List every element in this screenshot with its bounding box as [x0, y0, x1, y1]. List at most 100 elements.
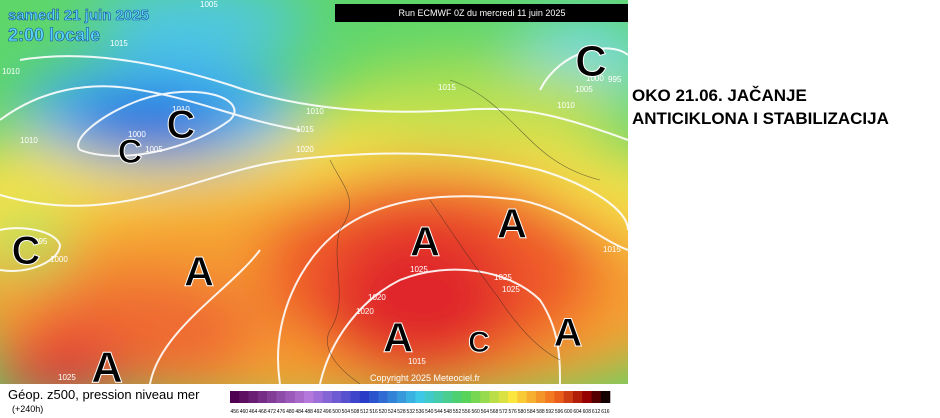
- isobar-label: 1010: [20, 136, 38, 145]
- scale-label: 456: [230, 409, 239, 415]
- scale-swatch: [498, 391, 509, 403]
- scale-label: 484: [295, 409, 304, 415]
- copyright: Copyright 2025 Meteociel.fr: [370, 373, 480, 383]
- color-scale: 456 460 464 468 472 476 480 484 488 492 496 500 504 5…: [230, 391, 611, 415]
- scale-swatch: [433, 391, 444, 403]
- scale-label: 540: [425, 409, 434, 415]
- isobar-label: 995: [608, 75, 622, 84]
- scale-label: 480: [286, 409, 295, 415]
- scale-label: 468: [258, 409, 267, 415]
- isobar-label: 1020: [368, 293, 386, 302]
- isobar-label: 1000: [128, 130, 146, 139]
- scale-label: 596: [555, 409, 564, 415]
- map-time: 2:00 locale: [8, 25, 100, 45]
- scale-swatch: [350, 391, 361, 403]
- scale-swatch: [508, 391, 518, 403]
- scale-label: 544: [434, 409, 443, 415]
- isobar-label: 1025: [494, 273, 512, 282]
- scale-label: 536: [416, 409, 425, 415]
- scale-label: 476: [277, 409, 286, 415]
- scale-swatch: [341, 391, 351, 403]
- scale-swatch: [387, 391, 398, 403]
- scale-label: 500: [332, 409, 341, 415]
- scale-label: 528: [397, 409, 406, 415]
- scale-swatch: [591, 391, 602, 403]
- scale-swatch: [396, 391, 407, 403]
- pressure-system: A: [410, 218, 440, 265]
- isobar-label: 1015: [110, 39, 128, 48]
- pressure-system: A: [383, 314, 413, 361]
- scale-label: 488: [305, 409, 314, 415]
- scale-swatch: [424, 391, 435, 403]
- scale-label: 564: [481, 409, 490, 415]
- caption-line: OKO 21.06. JAČANJE: [632, 86, 807, 105]
- scale-label: 460: [240, 409, 249, 415]
- scale-label: 608: [583, 409, 592, 415]
- isobar-label: 1025: [410, 265, 428, 274]
- scale-swatch: [554, 391, 564, 403]
- isobar-label: 1015: [408, 357, 426, 366]
- run-info: Run ECMWF 0Z du mercredi 11 juin 2025: [399, 8, 566, 18]
- scale-swatch: [600, 391, 611, 403]
- isobar-label: 1005: [575, 85, 593, 94]
- scale-swatch: [517, 391, 527, 403]
- scale-label: 604: [573, 409, 582, 415]
- scale-label: 584: [527, 409, 536, 415]
- isobar-label: 1005: [200, 0, 218, 9]
- isobar-label: 995: [34, 237, 48, 246]
- scale-swatch: [322, 391, 333, 403]
- scale-label: 508: [351, 409, 360, 415]
- isobar-label: 1000: [586, 74, 604, 83]
- scale-swatch: [563, 391, 574, 403]
- scale-label: 532: [407, 409, 416, 415]
- scale-swatch: [535, 391, 546, 403]
- pressure-system: C: [12, 229, 41, 273]
- isobar-labels: 1005101510101000100510101010101510201015…: [2, 0, 622, 382]
- scale-swatch: [545, 391, 555, 403]
- isobar-label: 1005: [145, 145, 163, 154]
- isobar-label: 1010: [2, 67, 20, 76]
- scale-swatch: [415, 391, 425, 403]
- isobar-label: 1010: [306, 107, 324, 116]
- scale-label: 520: [379, 409, 388, 415]
- scale-label: 568: [490, 409, 499, 415]
- scale-swatch: [276, 391, 286, 403]
- legend-title: Géop. z500, pression niveau mer: [8, 387, 200, 402]
- isobar-label: 1015: [438, 83, 456, 92]
- map: 1005101510101000100510101010101510201015…: [0, 0, 628, 392]
- scale-label: 560: [471, 409, 480, 415]
- pressure-system: C: [167, 103, 196, 147]
- caption-line: ANTICIKLONA I STABILIZACIJA: [632, 109, 889, 128]
- scale-swatch: [572, 391, 583, 403]
- scale-swatch: [313, 391, 323, 403]
- scale-swatch: [285, 391, 296, 403]
- scale-swatch: [369, 391, 379, 403]
- scale-swatch: [304, 391, 314, 403]
- pressure-system: C: [118, 133, 143, 171]
- isobar-label: 1015: [603, 245, 621, 254]
- isobar-label: 1010: [557, 101, 575, 110]
- pressure-system: C: [575, 37, 607, 86]
- scale-swatch: [582, 391, 592, 403]
- scale-swatch: [257, 391, 268, 403]
- scale-label: 552: [453, 409, 462, 415]
- scale-swatch: [461, 391, 472, 403]
- legend-lead: (+240h): [12, 404, 43, 414]
- isobar-label: 1010: [172, 105, 190, 114]
- pressure-system: A: [184, 248, 214, 295]
- pressure-system: A: [91, 343, 123, 392]
- isobar-label: 1020: [296, 145, 314, 154]
- scale-swatch: [267, 391, 277, 403]
- scale-label: 572: [499, 409, 508, 415]
- scale-swatch: [294, 391, 305, 403]
- scale-swatch: [359, 391, 370, 403]
- pressure-system: C: [468, 326, 490, 359]
- isobar-label: 1020: [356, 307, 374, 316]
- scale-label: 504: [342, 409, 351, 415]
- scale-swatch: [239, 391, 249, 403]
- scale-swatch: [526, 391, 537, 403]
- scale-label: 512: [360, 409, 369, 415]
- map-date: samedi 21 juin 2025: [8, 7, 149, 24]
